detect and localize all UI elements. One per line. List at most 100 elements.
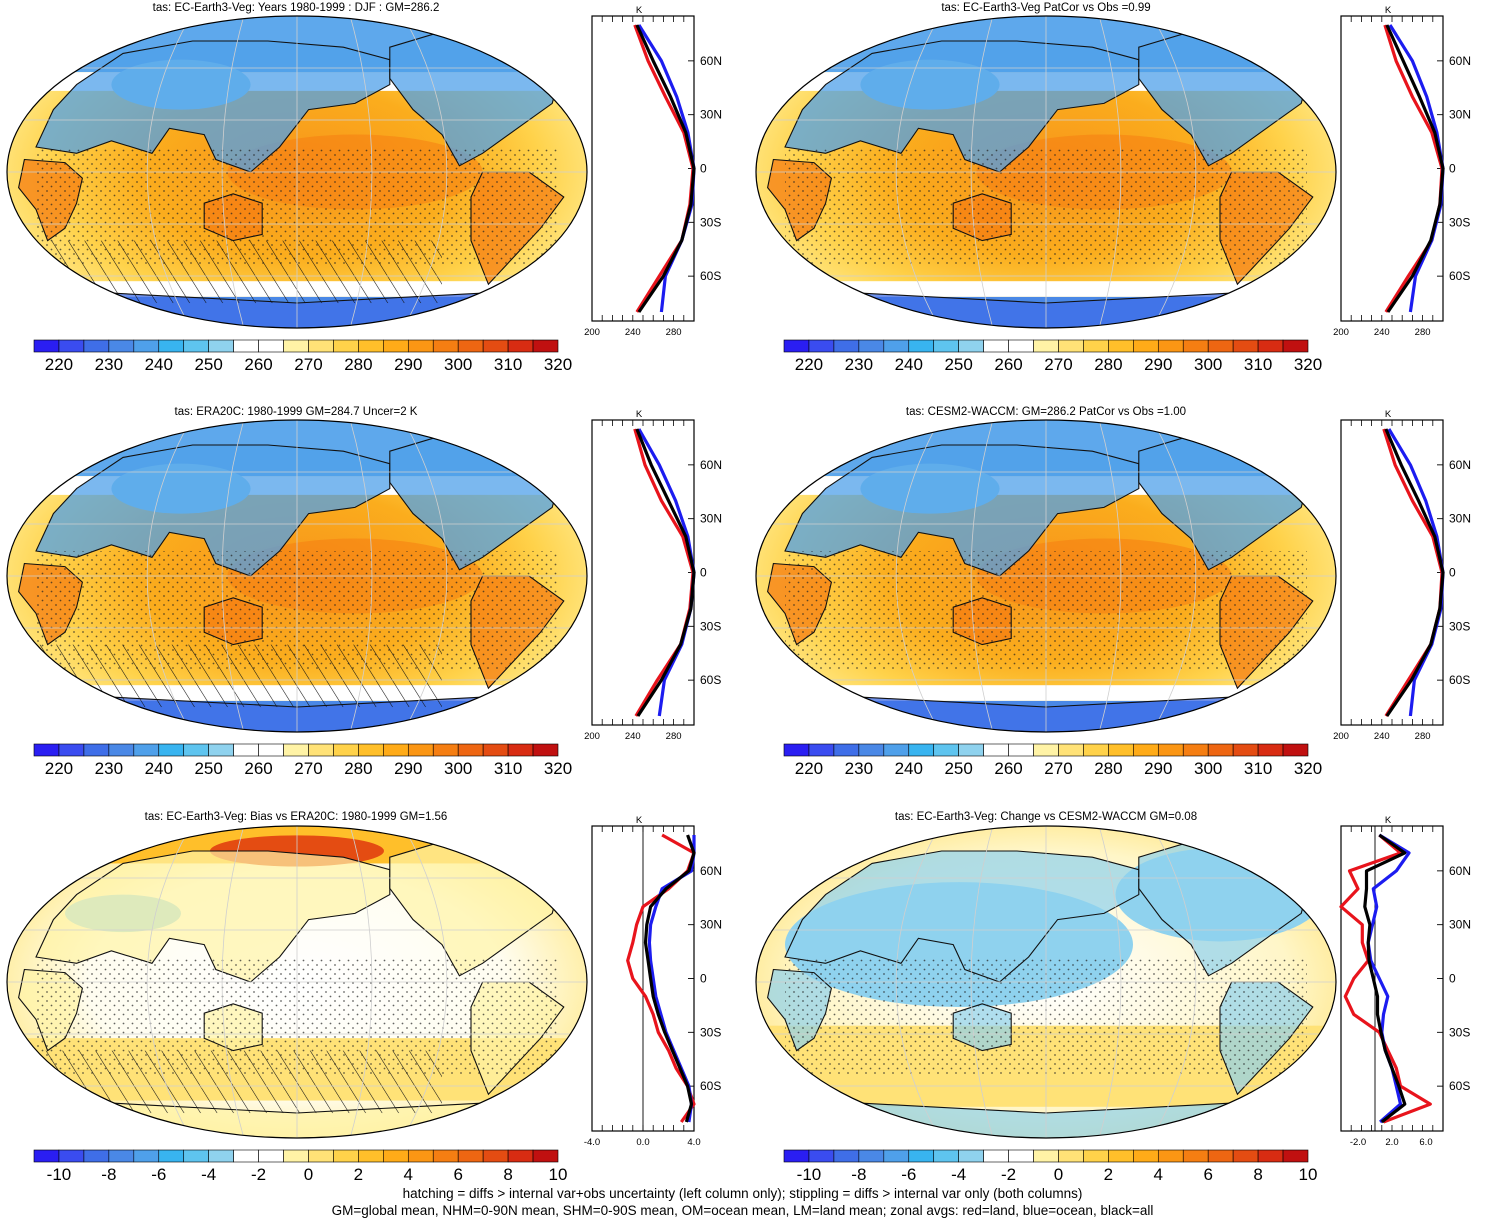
colorbar-swatch xyxy=(258,1149,284,1163)
profile-y-tick-label: 60S xyxy=(700,269,721,283)
colorbar-swatch xyxy=(308,1149,334,1163)
panel-title-5: tas: EC-Earth3-Veg: Bias vs ERA20C: 1980… xyxy=(145,811,448,823)
colorbar-swatch xyxy=(183,1149,209,1163)
colorbar-swatch xyxy=(1108,743,1134,757)
colorbar-swatch xyxy=(1133,1149,1159,1163)
colorbar-label: 270 xyxy=(294,759,322,778)
colorbar-label: 310 xyxy=(494,355,522,374)
colorbar-swatch xyxy=(432,339,459,353)
map-panel-6 xyxy=(755,825,1337,1139)
colorbar-label: 310 xyxy=(1244,355,1272,374)
colorbar-label: 270 xyxy=(294,355,322,374)
colorbar-label: 320 xyxy=(544,759,572,778)
colorbar-label: 220 xyxy=(795,759,823,778)
colorbar-label: -4 xyxy=(951,1165,966,1184)
colorbar-label: 220 xyxy=(45,759,73,778)
longitude-gridline xyxy=(146,420,192,732)
colorbar-swatch xyxy=(158,743,185,757)
colorbar-swatch xyxy=(1083,1149,1109,1163)
colorbar-swatch xyxy=(308,743,334,757)
colorbar-swatch xyxy=(283,1149,309,1163)
profile-x-tick-label: 240 xyxy=(1374,327,1390,338)
profile-x-tick-label: 240 xyxy=(1374,731,1390,742)
profile-series-all xyxy=(643,834,696,1123)
profile-y-tick-label: 30N xyxy=(1449,512,1471,526)
colorbar-swatch xyxy=(808,743,835,757)
colorbar-label: 10 xyxy=(1299,1165,1318,1184)
profile-frame xyxy=(1340,825,1444,1132)
panel-title-1: tas: EC-Earth3-Veg: Years 1980-1999 : DJ… xyxy=(153,2,440,14)
profile-series-land xyxy=(1383,24,1444,313)
longitude-gridline xyxy=(1151,16,1197,328)
colorbar-label: 250 xyxy=(194,355,222,374)
colorbar-swatch xyxy=(457,339,484,353)
map-outline xyxy=(6,419,588,733)
profile-y-tick-label: 0 xyxy=(700,566,707,580)
colorbar-swatch xyxy=(133,743,160,757)
colorbar-swatch xyxy=(383,743,409,757)
longitude-gridline xyxy=(895,826,941,1138)
zonal-profile-2: K 200 240 280 60N 30N 0 30S 60S xyxy=(1333,5,1471,338)
colorbar-swatch xyxy=(883,743,910,757)
colorbar-swatch xyxy=(507,743,534,757)
longitude-gridline xyxy=(146,826,192,1138)
profile-x-tick-label: 280 xyxy=(1415,327,1431,338)
hatching xyxy=(7,240,442,304)
profile-frame xyxy=(591,15,695,322)
longitude-gridline xyxy=(221,16,245,328)
profile-y-tick-label: 30S xyxy=(1449,619,1470,633)
colorbar-swatch xyxy=(532,743,559,757)
profile-y-tick-label: 60N xyxy=(700,864,722,878)
colorbar-label: 310 xyxy=(1244,759,1272,778)
colorbar-label: 220 xyxy=(45,355,73,374)
longitude-gridline xyxy=(402,420,448,732)
colorbar-swatch xyxy=(1207,743,1234,757)
colorbar-label: 230 xyxy=(845,759,873,778)
colorbar-swatch xyxy=(1083,743,1109,757)
colorbar-label: -4 xyxy=(201,1165,216,1184)
colorbar-swatch xyxy=(833,743,860,757)
colorbar-swatch xyxy=(1282,339,1309,353)
colorbar-swatch xyxy=(208,339,234,353)
colorbar-label: 240 xyxy=(145,355,173,374)
colorbar-swatch xyxy=(482,339,509,353)
colorbar-swatch xyxy=(58,1149,85,1163)
colorbar-swatch xyxy=(258,339,284,353)
colorbar-label: 240 xyxy=(895,759,923,778)
profile-y-tick-label: 30N xyxy=(700,108,722,122)
longitude-gridline xyxy=(1098,16,1122,328)
profile-y-tick-label: 0 xyxy=(1449,162,1456,176)
colorbar-label: 320 xyxy=(544,355,572,374)
profile-y-tick-label: 30N xyxy=(700,918,722,932)
profile-y-tick-label: 30N xyxy=(1449,108,1471,122)
profile-unit-label: K xyxy=(636,409,643,420)
colorbar-swatch xyxy=(783,339,810,353)
colorbar-swatch xyxy=(1033,743,1059,757)
colorbar-label: -10 xyxy=(797,1165,822,1184)
colorbar-swatch xyxy=(1108,1149,1134,1163)
colorbar-swatch xyxy=(1157,339,1184,353)
colorbar-swatch xyxy=(158,339,185,353)
colorbar-swatch xyxy=(1182,1149,1209,1163)
colorbar-swatch xyxy=(858,743,885,757)
profile-series-ocean xyxy=(647,835,696,1123)
colorbar-swatch xyxy=(33,1149,60,1163)
colorbar-swatch xyxy=(208,1149,234,1163)
colorbar-swatch xyxy=(858,1149,885,1163)
colorbar-swatch xyxy=(808,1149,835,1163)
colorbar-swatch xyxy=(133,339,160,353)
profile-y-tick-label: 60S xyxy=(700,1079,721,1093)
colorbar-label: -2 xyxy=(251,1165,266,1184)
longitude-gridline xyxy=(402,826,448,1138)
colorbar-label: 240 xyxy=(145,759,173,778)
longitude-gridline xyxy=(221,420,245,732)
profile-x-tick-label: -4.0 xyxy=(584,1137,600,1148)
longitude-gridline xyxy=(349,16,373,328)
colorbar-label: 240 xyxy=(895,355,923,374)
longitude-gridline xyxy=(895,420,941,732)
profile-unit-label: K xyxy=(1385,5,1392,16)
profile-x-tick-label: 4.0 xyxy=(687,1137,700,1148)
colorbar-swatch xyxy=(1008,743,1034,757)
profile-y-tick-label: 0 xyxy=(700,972,707,986)
profile-x-tick-label: 2.0 xyxy=(1385,1137,1398,1148)
